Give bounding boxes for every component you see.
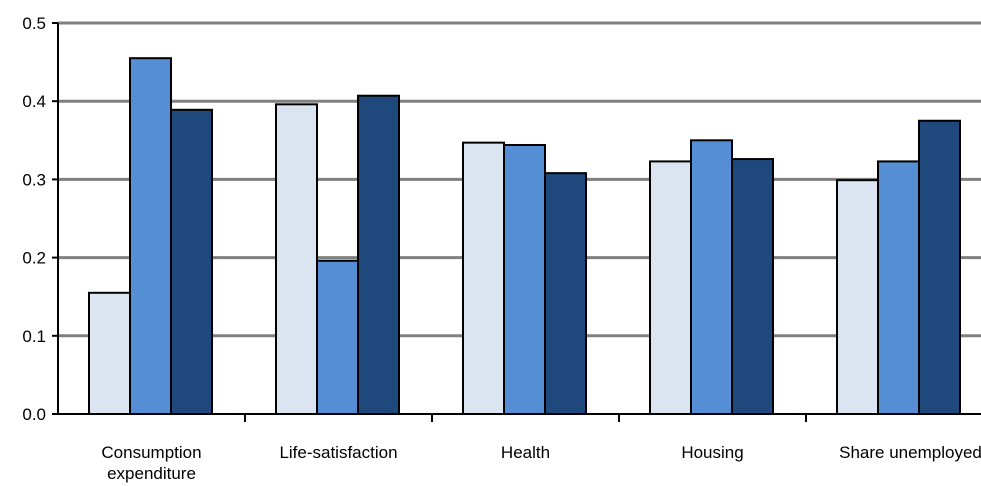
y-tick-label: 0.3: [22, 170, 46, 189]
bar-series-1: [836, 179, 879, 415]
bar-series-3: [170, 108, 213, 415]
y-tick-label: 0.0: [22, 405, 46, 424]
y-tick-label: 0.4: [22, 92, 46, 111]
y-tick-label: 0.1: [22, 327, 46, 346]
x-category-label: expenditure: [107, 464, 196, 483]
x-category-labels: Consumption expenditure Life-satisfaction H…: [101, 443, 981, 483]
bar-series-1: [649, 160, 692, 415]
bar-series-1: [88, 291, 131, 416]
x-category-label: Health: [501, 443, 550, 462]
bars: [88, 57, 961, 416]
y-tick-label: 0.2: [22, 249, 46, 268]
bar-series-3: [357, 94, 400, 415]
bar-series-3: [918, 119, 961, 415]
x-category-label: Life-satisfaction: [279, 443, 397, 462]
bar-series-2: [690, 139, 733, 416]
x-category-label: Share unemployed: [839, 443, 981, 462]
bar-series-2: [316, 259, 359, 415]
bar-series-1: [275, 103, 318, 415]
x-category-label: Housing: [681, 443, 743, 462]
y-tick-labels: 0.0 0.1 0.2 0.3 0.4 0.5: [22, 14, 46, 424]
bar-series-2: [877, 160, 920, 415]
y-tick-label: 0.5: [22, 14, 46, 33]
bar-series-2: [503, 143, 546, 415]
bar-series-3: [544, 172, 587, 415]
bar-series-2: [129, 57, 172, 415]
bar-series-3: [731, 158, 774, 415]
x-category-label: Consumption: [101, 443, 201, 462]
axes: [52, 22, 981, 422]
bar-series-1: [462, 141, 505, 415]
